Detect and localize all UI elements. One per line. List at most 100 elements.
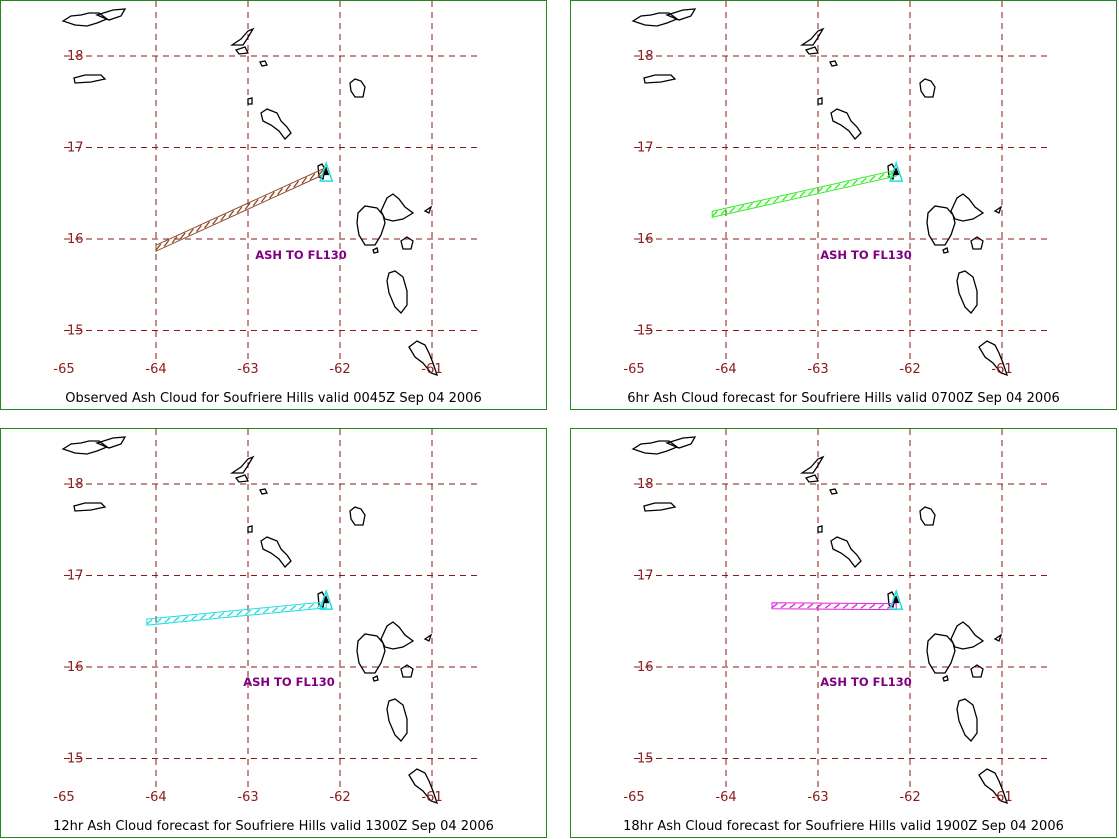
island-outline — [423, 205, 433, 214]
coastline-group — [631, 8, 1009, 377]
map-svg: 18 17 16 15 -65 -64 -63 -62 -61 ASH TO FL130 — [53, 1, 481, 377]
ash-cloud-hatch — [843, 181, 850, 188]
ash-cloud-hatch — [764, 198, 771, 205]
ash-cloud-hatch — [163, 239, 170, 247]
montserrat-island — [893, 595, 900, 604]
lat-label: 15 — [67, 324, 84, 339]
ash-cloud-hatch — [227, 611, 234, 617]
volcano-marker — [319, 588, 334, 610]
coastline-group — [631, 436, 1009, 805]
lon-label: -61 — [421, 362, 442, 377]
map-svg: 18 17 16 15 -65 -64 -63 -62 -61 ASH TO FL130 — [623, 1, 1051, 377]
island-outline — [349, 506, 366, 526]
island-outline — [356, 633, 386, 674]
montserrat-island — [323, 167, 330, 176]
ash-cloud-hatch — [280, 606, 288, 612]
ash-cloud-hatch — [155, 618, 162, 624]
ash-cloud-hatch — [720, 208, 727, 215]
island-outline — [247, 97, 253, 105]
island-outline — [95, 436, 127, 449]
ash-cloud-hatch — [289, 605, 297, 611]
island-outline — [993, 205, 1003, 214]
island-outline — [970, 664, 984, 678]
ash-cloud-hatch — [245, 609, 252, 616]
ash-altitude-label: ASH TO FL130 — [255, 248, 347, 262]
island-outline — [919, 78, 936, 98]
ash-cloud-hatch — [816, 187, 824, 194]
montserrat-island — [893, 167, 900, 176]
island-outline — [234, 46, 249, 55]
lat-label: 17 — [637, 141, 654, 156]
lon-label: -61 — [991, 362, 1012, 377]
ash-cloud-hatch — [309, 173, 316, 181]
ash-cloud-hatch — [851, 179, 859, 186]
lat-label: 15 — [67, 752, 84, 767]
lon-label: -62 — [329, 362, 350, 377]
coastline-group — [61, 8, 439, 377]
ash-cloud-hatch — [771, 603, 778, 609]
lat-label: 16 — [637, 232, 654, 247]
ash-cloud-hatch — [260, 195, 267, 203]
ash-cloud-hatch — [860, 603, 867, 609]
lon-label: -61 — [421, 790, 442, 805]
ash-cloud-hatch — [191, 614, 198, 621]
lat-label: 16 — [637, 660, 654, 675]
ash-cloud-hatch — [808, 189, 815, 196]
island-outline — [643, 74, 677, 84]
ash-cloud-hatch — [834, 183, 841, 190]
ash-cloud-hatch — [196, 225, 202, 233]
graticule — [64, 429, 481, 789]
ash-cloud — [711, 169, 897, 218]
ash-cloud-hatch — [824, 603, 831, 609]
island-outline — [799, 27, 825, 46]
ash-cloud — [771, 602, 897, 611]
volcano-marker — [889, 160, 904, 182]
lon-label: -62 — [899, 790, 920, 805]
lon-label: -65 — [53, 790, 74, 805]
island-outline — [349, 78, 366, 98]
island-outline — [817, 97, 823, 105]
lon-label: -64 — [715, 362, 736, 377]
ash-cloud-hatch — [815, 603, 823, 609]
island-outline — [234, 474, 249, 483]
island-outline — [817, 525, 823, 533]
ash-cloud-hatch — [780, 603, 787, 609]
island-outline — [259, 60, 268, 67]
ash-cloud-hatch — [200, 613, 207, 620]
ash-cloud-hatch — [842, 603, 849, 609]
ash-cloud — [146, 601, 327, 626]
lon-label: -62 — [329, 790, 350, 805]
coastline-group — [61, 436, 439, 805]
ash-cloud-hatch — [204, 221, 211, 229]
ash-cloud-hatch — [746, 202, 753, 209]
ash-cloud-hatch — [173, 616, 180, 623]
ash-cloud-hatch — [301, 176, 308, 184]
ash-cloud-hatch — [869, 603, 876, 609]
island-outline — [942, 675, 949, 682]
ash-cloud-hatch — [220, 213, 227, 221]
ash-cloud-hatch — [252, 199, 259, 207]
lat-label: 17 — [67, 569, 84, 584]
ash-cloud-hatch — [781, 194, 789, 202]
ash-cloud-outline — [711, 169, 897, 218]
lon-label: -64 — [145, 362, 166, 377]
ash-cloud-hatch — [711, 210, 718, 217]
lon-label: -63 — [237, 790, 258, 805]
ash-cloud-outline — [146, 601, 327, 626]
map-svg: 18 17 16 15 -65 -64 -63 -62 -61 ASH TO FL130 — [53, 429, 481, 805]
ash-cloud-hatch — [277, 187, 283, 195]
lat-label: 16 — [67, 660, 84, 675]
ash-cloud-hatch — [789, 603, 796, 609]
ash-cloud-hatch — [878, 603, 885, 610]
ash-cloud-hatch — [212, 217, 219, 225]
ash-cloud-hatch — [851, 603, 858, 609]
island-outline — [970, 236, 984, 250]
island-outline — [631, 440, 679, 455]
island-outline — [423, 633, 433, 642]
lon-label: -61 — [991, 790, 1012, 805]
lon-label: -63 — [237, 362, 258, 377]
island-outline — [950, 621, 985, 650]
island-outline — [799, 455, 825, 474]
island-outline — [830, 108, 862, 140]
island-outline — [386, 698, 408, 742]
